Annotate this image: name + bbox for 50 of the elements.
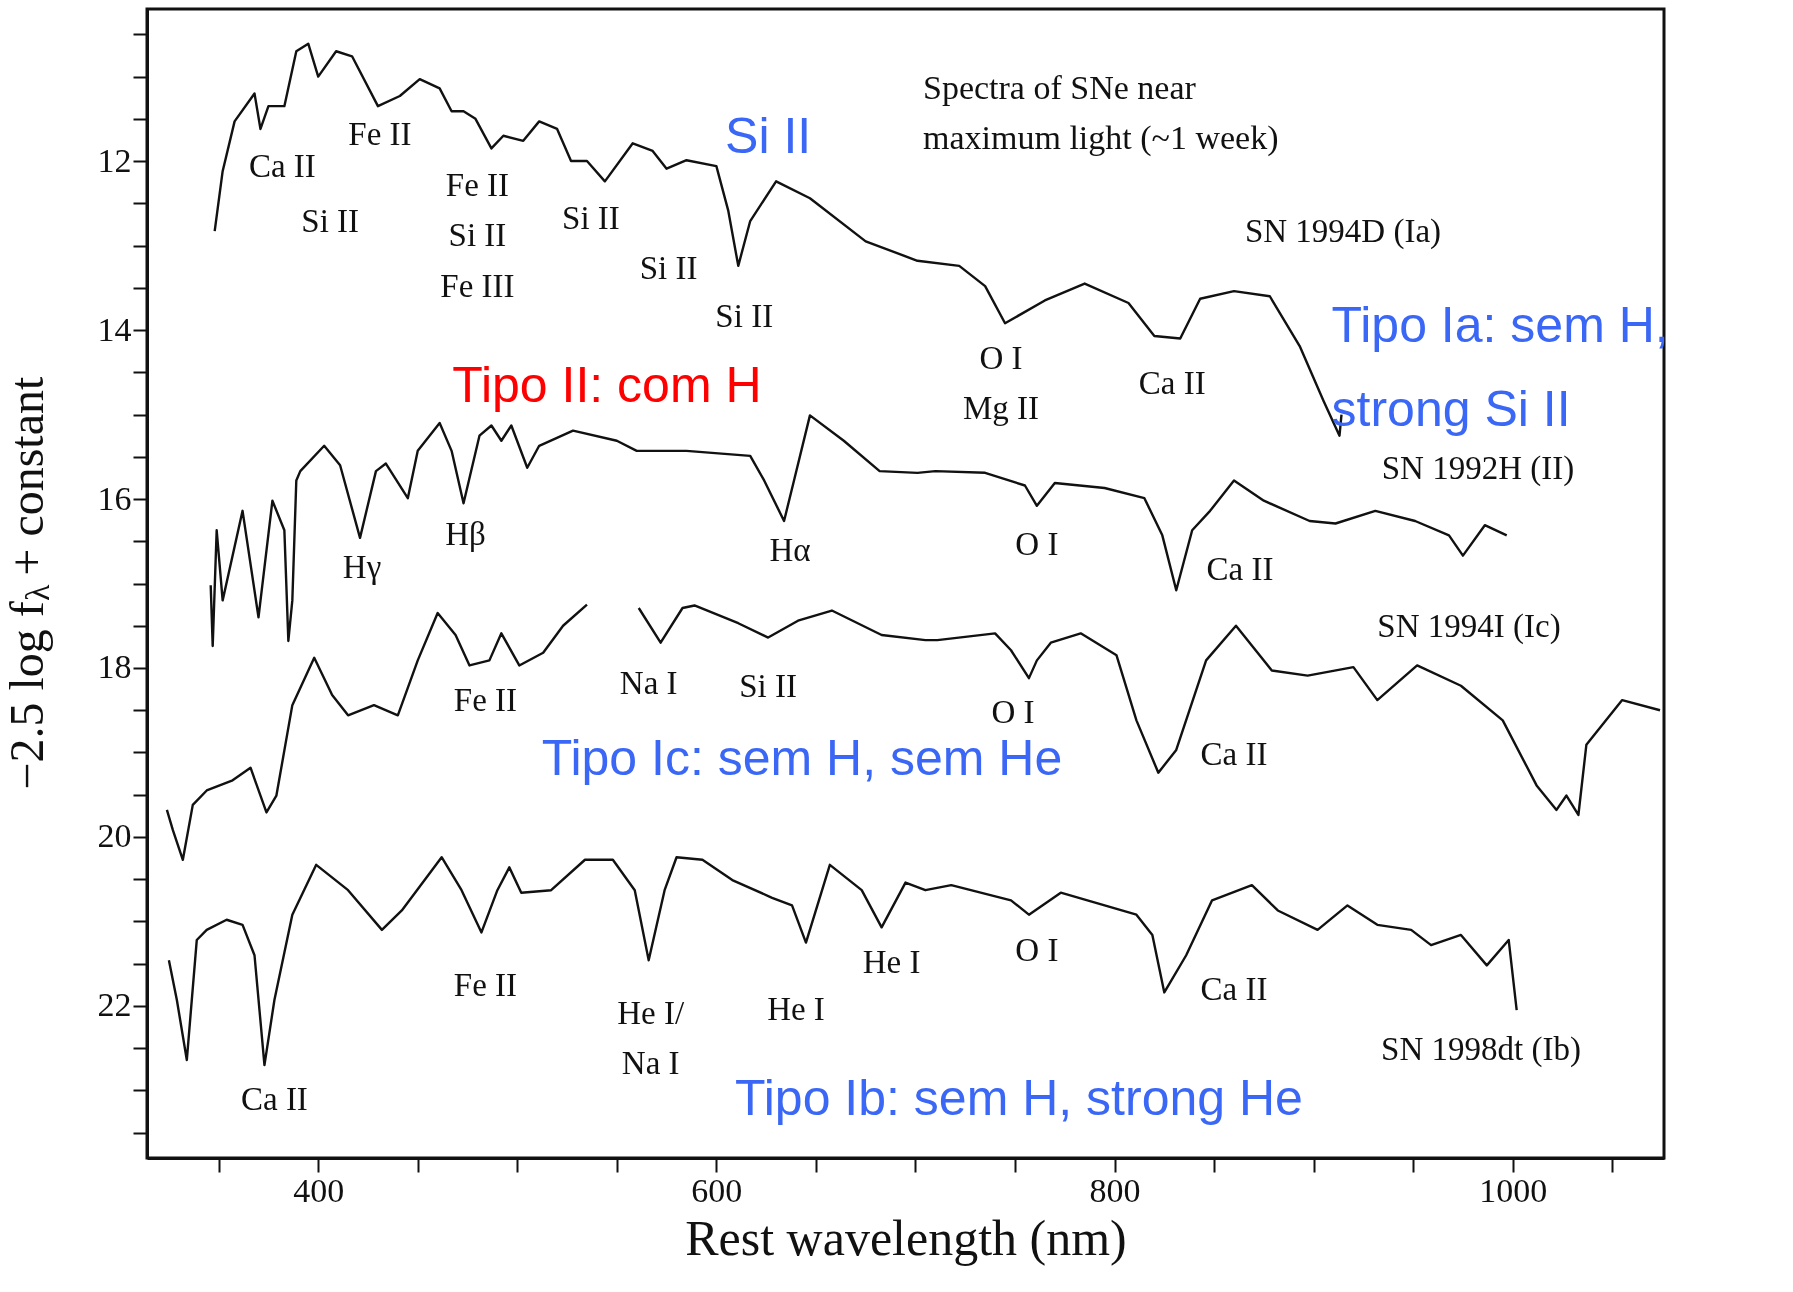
- annotation: Si II: [715, 297, 774, 334]
- annotation: Si II: [725, 108, 812, 165]
- text: Spectra of SNe near maximum light (~1 week): [923, 69, 1279, 157]
- series-label: SN 1992H (II): [1381, 450, 1575, 487]
- series-label: SN 1994I (Ic): [1377, 608, 1561, 645]
- y-tick-label: 18: [97, 648, 132, 686]
- annotation: Si II: [301, 202, 360, 239]
- annotation: O I: [1015, 525, 1059, 562]
- y-tick-label: 16: [97, 479, 132, 517]
- x-tick-label: 800: [1089, 1171, 1141, 1209]
- annotation: Hα: [769, 532, 811, 569]
- annotation: Ca II: [1138, 365, 1206, 402]
- x-axis-title: Rest wavelength (nm): [685, 1209, 1127, 1266]
- annotation: Ca II: [1200, 970, 1268, 1007]
- series-label: SN 1994D (Ia): [1244, 213, 1442, 250]
- y-tick-label: 14: [97, 310, 132, 348]
- annotation: He I/ Na I: [617, 994, 685, 1081]
- annotation: Hβ: [445, 516, 486, 553]
- annotation: Fe II: [348, 115, 412, 152]
- x-tick-label: 600: [691, 1171, 743, 1209]
- annotation: Si II: [639, 250, 698, 287]
- annotation: Si II: [448, 217, 507, 254]
- annotation: Tipo Ib: sem H, strong He: [735, 1069, 1303, 1126]
- annotation: Mg II: [963, 389, 1040, 426]
- annotation: O I: [991, 693, 1035, 730]
- x-tick-label: 400: [293, 1171, 345, 1209]
- annotation: Fe III: [440, 267, 515, 304]
- annotation: Si II: [739, 667, 798, 704]
- y-tick-label: 20: [97, 817, 132, 855]
- annotation: O I: [1015, 932, 1059, 969]
- annotation: Tipo II: com H: [452, 357, 762, 414]
- series-label: SN 1998dt (Ib): [1381, 1031, 1581, 1068]
- annotation: O I: [979, 339, 1023, 376]
- annotation: Fe II: [453, 681, 518, 718]
- annotation: Ca II: [1206, 550, 1274, 587]
- y-axis-title: −2.5 log fλ + constant: [0, 375, 56, 790]
- annotation: Fe II: [453, 966, 518, 1003]
- y-tick-label: 22: [97, 986, 132, 1024]
- annotation: Tipo Ic: sem H, sem He: [541, 730, 1063, 787]
- annotation: Ca II: [248, 147, 316, 184]
- y-tick-label: 12: [97, 141, 132, 179]
- annotation: Na I: [619, 665, 678, 702]
- annotation: Hγ: [342, 549, 382, 586]
- annotation: Ca II: [240, 1080, 308, 1117]
- annotation: Fe II: [445, 167, 510, 204]
- x-tick-label: 1000: [1479, 1171, 1548, 1209]
- annotation: He I: [767, 991, 825, 1028]
- annotation: Ca II: [1200, 736, 1268, 773]
- annotation: He I: [862, 943, 921, 980]
- annotation: Si II: [562, 199, 620, 236]
